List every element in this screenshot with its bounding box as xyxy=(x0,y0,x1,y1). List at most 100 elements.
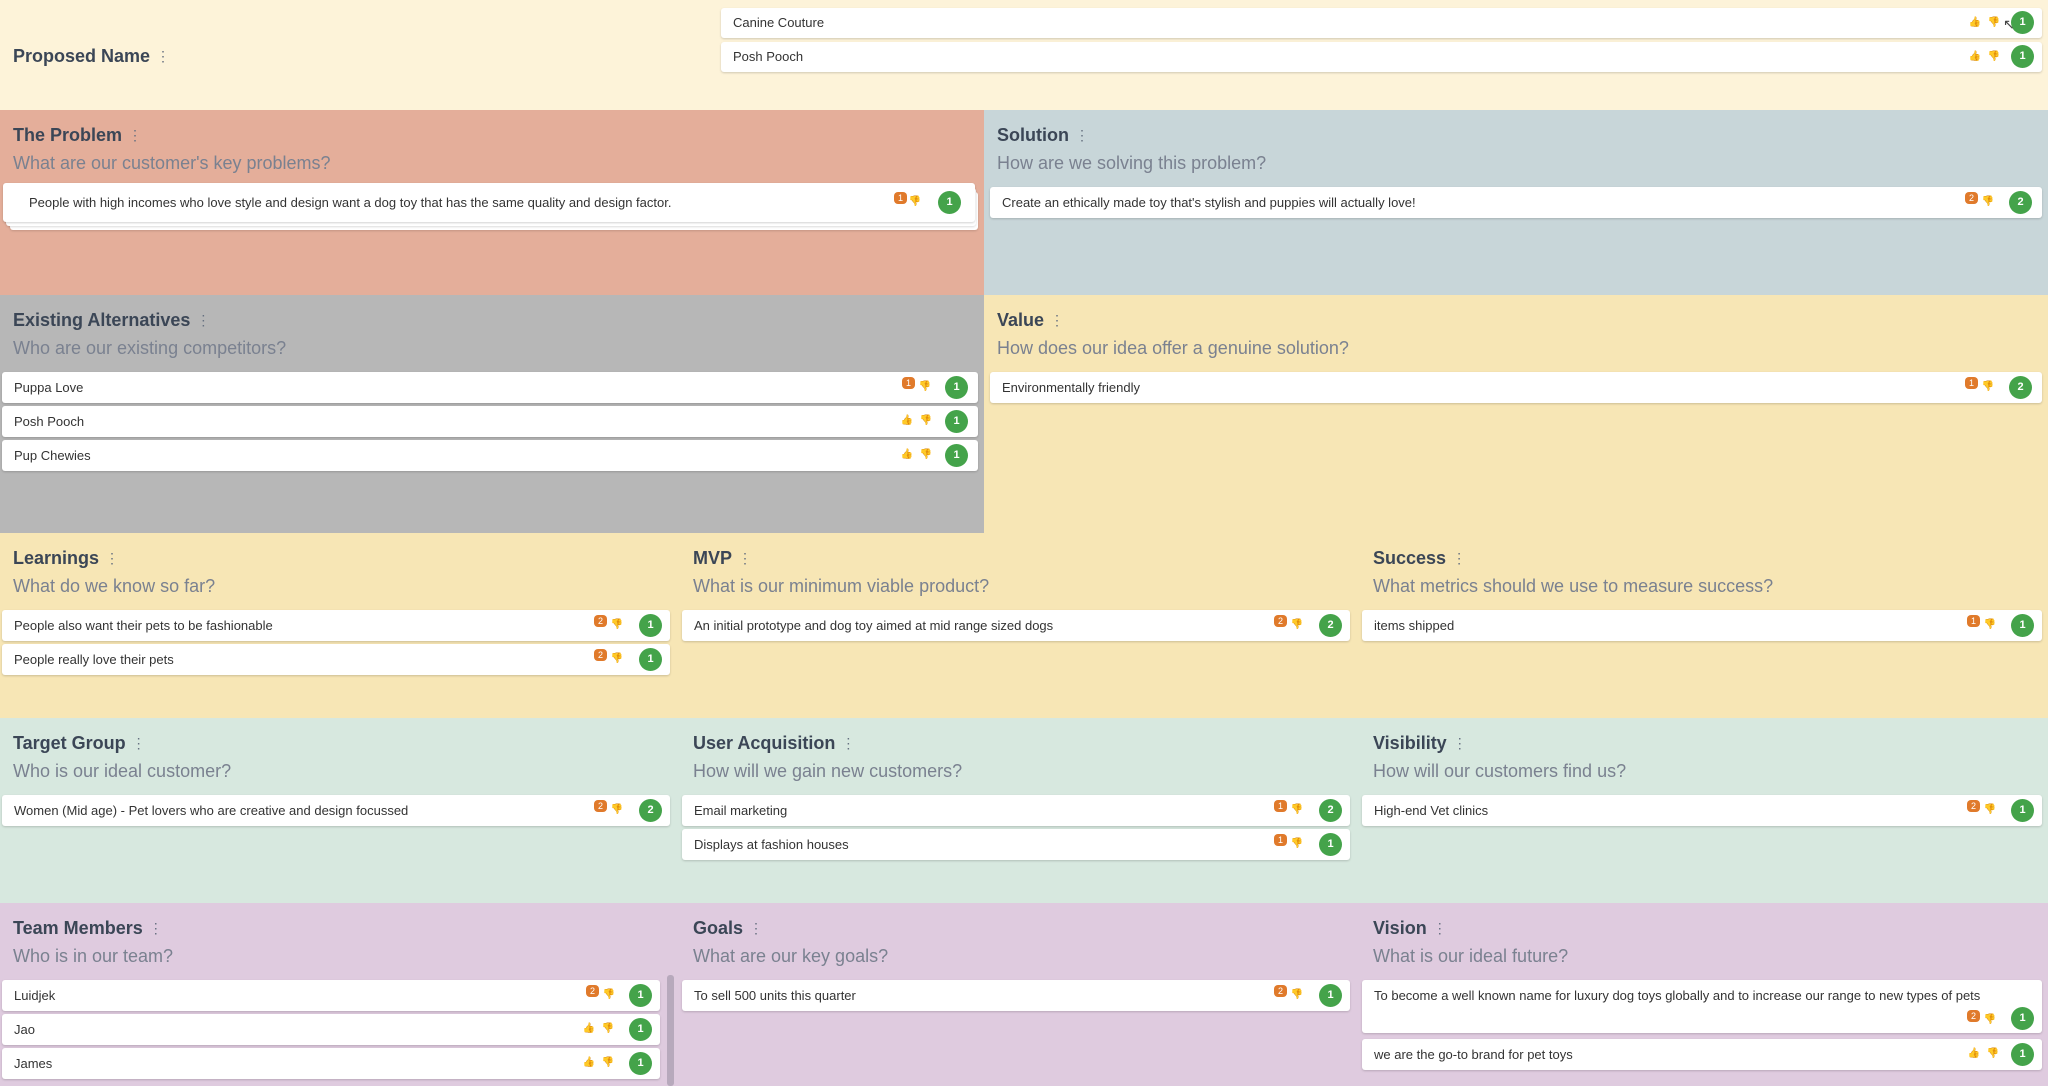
idea-card[interactable]: High-end Vet clinics 2 👎 1 xyxy=(1362,795,2042,826)
vote-count: 1 xyxy=(2011,799,2034,822)
section-menu-icon[interactable]: ⋮ xyxy=(128,127,143,143)
section-menu-icon[interactable]: ⋮ xyxy=(1452,550,1467,566)
idea-card[interactable]: Posh Pooch 👍 👎 1 xyxy=(2,406,978,437)
comment-badge-icon[interactable]: 1 xyxy=(1274,834,1287,846)
section-menu-icon[interactable]: ⋮ xyxy=(749,920,764,936)
idea-card[interactable]: Posh Pooch 👍 👎 1 xyxy=(721,42,2042,72)
thumbs-down-icon[interactable]: 👎 xyxy=(1987,17,2001,28)
thumbs-down-icon[interactable]: 👎 xyxy=(1290,804,1304,815)
thumbs-down-icon[interactable]: 👎 xyxy=(1290,619,1304,630)
section-menu-icon[interactable]: ⋮ xyxy=(738,550,753,566)
comment-badge-icon[interactable]: 2 xyxy=(594,800,607,812)
thumbs-down-icon[interactable]: 👎 xyxy=(908,196,922,207)
thumbs-up-icon[interactable]: 👍 xyxy=(900,449,914,460)
thumbs-down-icon[interactable]: 👎 xyxy=(918,381,932,392)
comment-badge-icon[interactable]: 1 xyxy=(1965,377,1978,389)
section-title: Target Group ⋮ xyxy=(13,733,146,753)
idea-card[interactable]: Create an ethically made toy that's styl… xyxy=(990,187,2042,218)
comment-badge-icon[interactable]: 1 xyxy=(1274,800,1287,812)
comment-badge-icon[interactable]: 2 xyxy=(594,615,607,627)
section-subtitle: How are we solving this problem? xyxy=(997,153,1267,173)
thumbs-up-icon[interactable]: 👍 xyxy=(1968,51,1982,62)
thumbs-up-icon[interactable]: 👍 xyxy=(900,415,914,426)
thumbs-down-icon[interactable]: 👎 xyxy=(610,653,624,664)
proposed-name-section: Proposed Name ⋮ Canine Couture 👍 👎 1 ↖ Po… xyxy=(0,0,2048,110)
thumbs-down-icon[interactable]: 👎 xyxy=(1981,381,1995,392)
idea-card[interactable]: Women (Mid age) - Pet lovers who are cre… xyxy=(2,795,670,826)
section-menu-icon[interactable]: ⋮ xyxy=(148,920,163,936)
idea-card[interactable]: People really love their pets 2 👎 1 xyxy=(2,644,670,675)
comment-badge-icon[interactable]: 1 xyxy=(1967,615,1980,627)
vote-count: 1 xyxy=(639,614,662,637)
vote-count: 1 xyxy=(629,1018,652,1041)
idea-card[interactable]: Puppa Love 1 👎 1 xyxy=(2,372,978,403)
comment-badge-icon[interactable]: 2 xyxy=(594,649,607,661)
thumbs-up-icon[interactable]: 👍 xyxy=(582,1023,596,1034)
thumbs-down-icon[interactable]: 👎 xyxy=(602,989,616,1000)
vote-count: 1 xyxy=(2011,1007,2034,1030)
idea-card[interactable]: Environmentally friendly 1 👎 2 xyxy=(990,372,2042,403)
thumbs-down-icon[interactable]: 👎 xyxy=(919,449,933,460)
thumbs-down-icon[interactable]: 👎 xyxy=(1987,51,2001,62)
idea-card[interactable]: To become a well known name for luxury d… xyxy=(1362,980,2042,1033)
section-menu-icon[interactable]: ⋮ xyxy=(156,48,171,64)
section-menu-icon[interactable]: ⋮ xyxy=(1050,312,1065,328)
idea-card[interactable]: Jao 👍 👎 1 xyxy=(2,1014,660,1045)
scrollbar[interactable] xyxy=(667,975,674,1086)
comment-badge-icon[interactable]: 2 xyxy=(1274,985,1287,997)
thumbs-down-icon[interactable]: 👎 xyxy=(1983,619,1997,630)
section-menu-icon[interactable]: ⋮ xyxy=(131,735,146,751)
thumbs-down-icon[interactable]: 👎 xyxy=(1983,1014,1997,1025)
section-menu-icon[interactable]: ⋮ xyxy=(841,735,856,751)
section-title: Visibility ⋮ xyxy=(1373,733,1467,753)
card-text: Create an ethically made toy that's styl… xyxy=(1002,195,1416,210)
thumbs-down-icon[interactable]: 👎 xyxy=(610,804,624,815)
card-text: Displays at fashion houses xyxy=(694,837,849,852)
thumbs-down-icon[interactable]: 👎 xyxy=(1981,196,1995,207)
thumbs-down-icon[interactable]: 👎 xyxy=(1290,989,1304,1000)
thumbs-down-icon[interactable]: 👎 xyxy=(1290,838,1304,849)
idea-card[interactable]: Luidjek 2 👎 1 xyxy=(2,980,660,1011)
thumbs-up-icon[interactable]: 👍 xyxy=(582,1057,596,1068)
thumbs-down-icon[interactable]: 👎 xyxy=(919,415,933,426)
thumbs-down-icon[interactable]: 👎 xyxy=(610,619,624,630)
idea-card[interactable]: To sell 500 units this quarter 2 👎 1 xyxy=(682,980,1350,1011)
thumbs-down-icon[interactable]: 👎 xyxy=(601,1057,615,1068)
idea-card[interactable]: Pup Chewies 👍 👎 1 xyxy=(2,440,978,471)
comment-badge-icon[interactable]: 2 xyxy=(1967,1010,1980,1022)
vote-count: 2 xyxy=(2009,191,2032,214)
idea-card[interactable]: items shipped 1 👎 1 xyxy=(1362,610,2042,641)
section-title: Success ⋮ xyxy=(1373,548,1467,568)
section-menu-icon[interactable]: ⋮ xyxy=(1432,920,1447,936)
thumbs-up-icon[interactable]: 👍 xyxy=(1968,17,1982,28)
comment-badge-icon[interactable]: 2 xyxy=(586,985,599,997)
thumbs-down-icon[interactable]: 👎 xyxy=(1986,1048,2000,1059)
comment-badge-icon[interactable]: 2 xyxy=(1274,615,1287,627)
card-text: Email marketing xyxy=(694,803,788,818)
comment-badge-icon[interactable]: 2 xyxy=(1965,192,1978,204)
section-title: The Problem ⋮ xyxy=(13,125,143,145)
comment-badge-icon[interactable]: 1 xyxy=(894,192,907,204)
mouse-cursor-icon: ↖ xyxy=(2003,16,2015,32)
idea-card[interactable]: James 👍 👎 1 xyxy=(2,1048,660,1079)
section-menu-icon[interactable]: ⋮ xyxy=(105,550,120,566)
thumbs-down-icon[interactable]: 👎 xyxy=(601,1023,615,1034)
thumbs-down-icon[interactable]: 👎 xyxy=(1983,804,1997,815)
vote-count: 1 xyxy=(2011,1043,2034,1066)
comment-badge-icon[interactable]: 2 xyxy=(1967,800,1980,812)
comment-badge-icon[interactable]: 1 xyxy=(902,377,915,389)
idea-card[interactable]: Canine Couture 👍 👎 1 ↖ xyxy=(721,8,2042,38)
idea-card[interactable]: Email marketing 1 👎 2 xyxy=(682,795,1350,826)
section-menu-icon[interactable]: ⋮ xyxy=(1074,127,1089,143)
idea-card[interactable]: People also want their pets to be fashio… xyxy=(2,610,670,641)
vote-count: 1 xyxy=(629,984,652,1007)
thumbs-up-icon[interactable]: 👍 xyxy=(1967,1048,1981,1059)
vote-count: 1 xyxy=(2011,11,2034,34)
idea-card[interactable]: People with high incomes who love style … xyxy=(3,183,975,222)
section-menu-icon[interactable]: ⋮ xyxy=(1452,735,1467,751)
section-menu-icon[interactable]: ⋮ xyxy=(196,312,211,328)
idea-card[interactable]: Displays at fashion houses 1 👎 1 xyxy=(682,829,1350,860)
idea-card[interactable]: we are the go-to brand for pet toys 👍 👎 … xyxy=(1362,1039,2042,1070)
idea-card[interactable]: An initial prototype and dog toy aimed a… xyxy=(682,610,1350,641)
vote-count: 1 xyxy=(629,1052,652,1075)
